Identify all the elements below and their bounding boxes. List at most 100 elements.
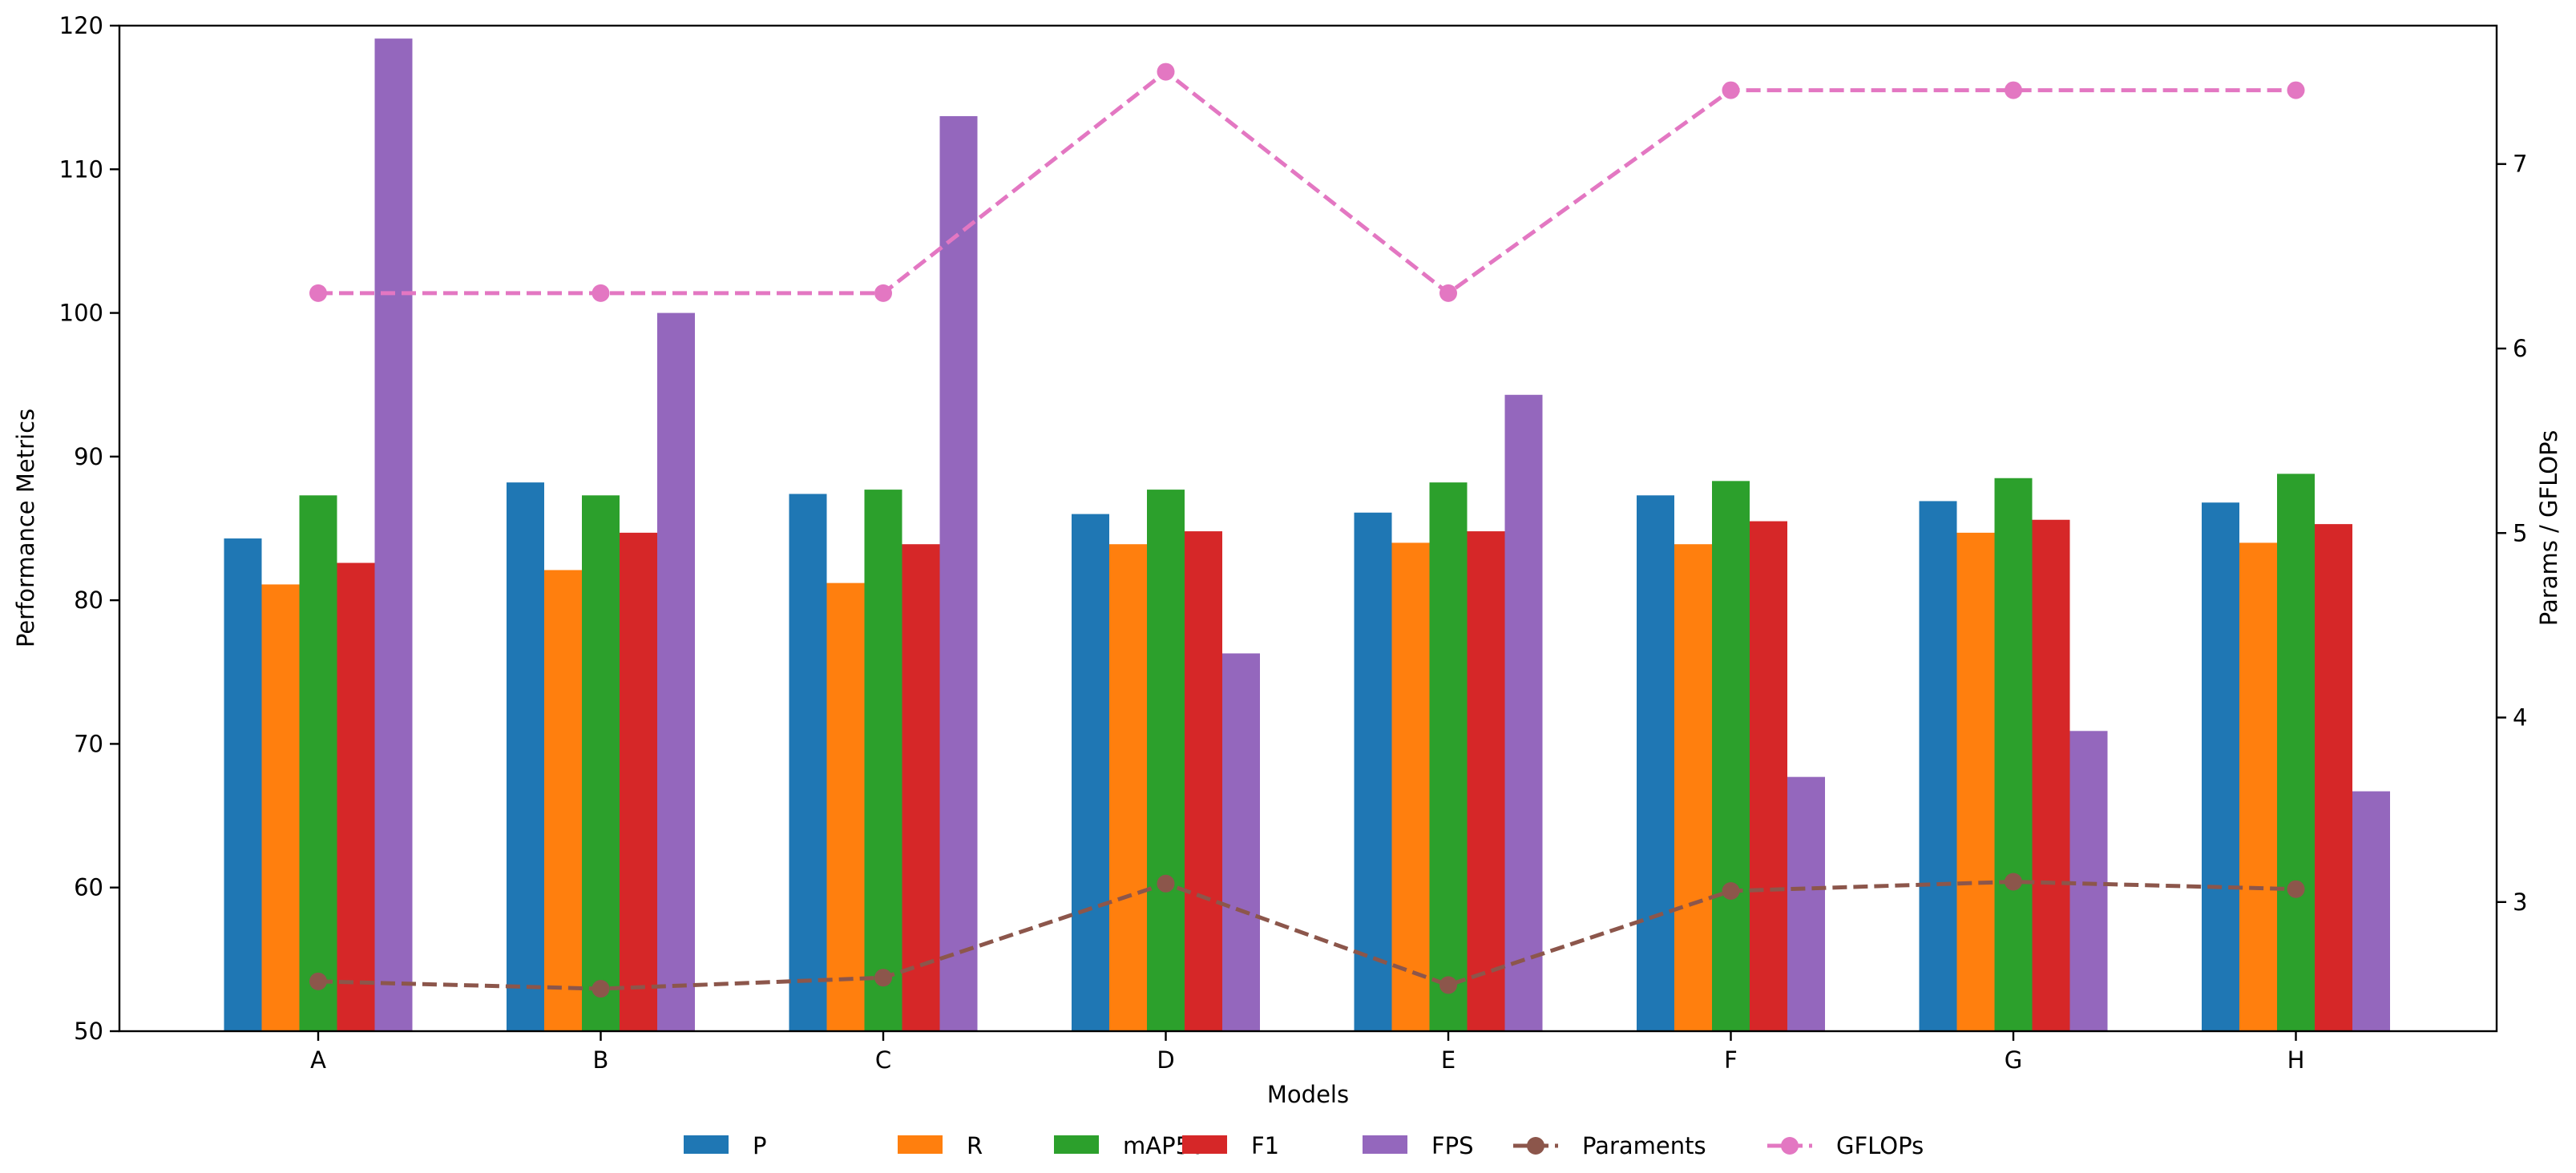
bar-r-c [826,582,865,1031]
left-axis: 50 60 70 80 90 100 110 120 [59,12,119,1045]
y2-axis-title: Params / GFLOPs [2535,430,2562,626]
x-tick-label-a: A [310,1046,326,1074]
x-tick-label-e: E [1441,1046,1456,1074]
legend-marker-gflops [1781,1137,1799,1155]
paraments-point-d [1157,874,1175,893]
bar-f1-f [1750,521,1787,1031]
bar-r-a [261,584,300,1031]
bar-f1-h [2315,524,2352,1031]
gflops-point-g [2005,81,2022,99]
bar-map50-h [2277,474,2315,1031]
bar-p-h [2202,502,2239,1031]
legend-swatch-p [684,1135,729,1154]
paraments-point-b [592,980,610,998]
y-tick-label-70: 70 [74,730,103,757]
paraments-point-h [2287,880,2305,898]
y-tick-label-60: 60 [74,874,103,901]
bar-r-b [544,570,582,1031]
bar-f1-d [1185,531,1222,1031]
bar-map50-e [1429,482,1468,1031]
x-tick-label-c: C [875,1046,891,1074]
paraments-point-a [309,972,327,990]
bar-p-a [224,538,262,1031]
plot-frame [118,24,2498,1033]
gflops-point-f [1722,81,1740,99]
y-tick-label-90: 90 [74,443,103,470]
legend-label-p: P [753,1132,767,1159]
bar-p-c [789,494,827,1031]
right-axis: 3 4 5 6 7 [2497,151,2527,916]
x-tick-label-b: B [593,1046,609,1074]
bars-layer [224,38,2390,1032]
bar-map50-a [299,495,337,1031]
bar-r-h [2239,542,2277,1031]
bar-map50-f [1712,481,1750,1031]
bar-map50-g [1994,478,2033,1031]
gflops-point-e [1439,284,1457,302]
paraments-line [317,879,2296,991]
y-tick-label-110: 110 [59,155,103,183]
paraments-point-f [1722,881,1740,900]
x-axis-title: Models [1267,1081,1349,1108]
bar-p-b [507,482,544,1031]
bar-r-e [1391,542,1430,1031]
gflops-line [318,70,2296,296]
legend-swatch-map50 [1054,1135,1099,1154]
bar-p-f [1637,495,1674,1031]
lines-layer [309,62,2305,998]
bar-f1-a [337,562,375,1031]
x-tick-label-g: G [2005,1046,2022,1074]
legend-swatch-f1 [1182,1135,1227,1154]
bar-r-f [1674,544,1712,1031]
legend-label-gflops: GFLOPs [1836,1132,1924,1159]
bar-r-d [1109,544,1147,1031]
legend-label-r: R [967,1132,983,1159]
bar-map50-d [1147,490,1185,1031]
x-tick-label-d: D [1157,1046,1174,1074]
bar-f1-g [2032,519,2070,1031]
gflops-point-d [1157,62,1175,81]
bar-f1-e [1467,531,1505,1031]
paraments-point-e [1439,976,1457,994]
bar-fps-g [2069,731,2108,1031]
bar-fps-e [1504,394,1543,1031]
bar-fps-a [374,38,413,1031]
legend-swatch-r [898,1135,943,1154]
y2-tick-label-5: 5 [2513,519,2527,546]
bar-map50-c [864,490,902,1031]
x-tick-label-h: H [2287,1046,2305,1074]
gflops-point-b [592,284,610,302]
bar-fps-d [1222,653,1260,1031]
paraments-point-c [874,969,892,987]
bar-f1-c [902,544,940,1031]
y-axis-title: Performance Metrics [12,409,39,647]
y-tick-label-120: 120 [59,12,103,39]
legend-label-fps: FPS [1431,1132,1474,1159]
legend-label-f1: F1 [1251,1132,1279,1159]
legend-marker-paraments [1527,1137,1544,1155]
y2-tick-label-4: 4 [2513,704,2527,732]
gflops-point-a [309,284,327,302]
bar-fps-b [657,312,695,1032]
legend-label-paraments: Paraments [1582,1132,1706,1159]
y-tick-label-80: 80 [74,586,103,614]
y2-tick-label-3: 3 [2513,889,2527,916]
bar-fps-h [2352,791,2390,1031]
paraments-point-g [2005,873,2022,891]
bar-r-g [1956,532,1995,1031]
gflops-point-h [2287,81,2305,99]
bar-f1-b [620,532,657,1031]
bar-map50-b [582,495,620,1031]
bar-p-d [1072,514,1109,1031]
y2-tick-label-6: 6 [2513,335,2527,362]
bar-p-g [1919,501,1957,1031]
x-tick-label-f: F [1724,1046,1738,1074]
bar-p-e [1354,512,1392,1031]
y-tick-label-50: 50 [74,1018,103,1045]
bar-fps-f [1787,776,1825,1031]
legend-swatch-fps [1363,1135,1407,1154]
y2-tick-label-7: 7 [2513,151,2527,178]
y-tick-label-100: 100 [59,300,103,327]
